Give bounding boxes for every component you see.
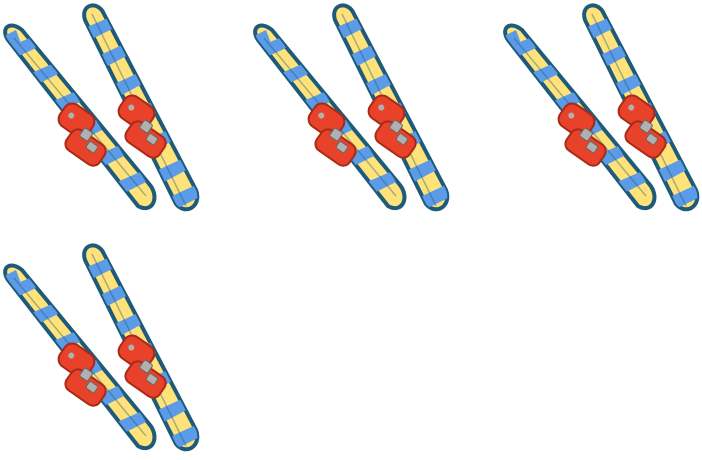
ski-pair-icon (0, 240, 205, 460)
ski-pair-icon (0, 0, 205, 220)
ski-pair-icon (250, 0, 455, 220)
ski-pair-icon (500, 0, 702, 220)
